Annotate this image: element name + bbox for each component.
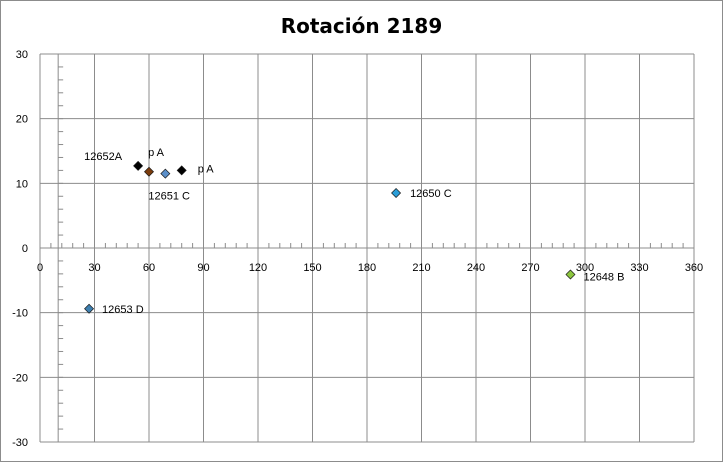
data-point: [391, 188, 402, 199]
x-tick-label: 300: [576, 262, 594, 274]
x-tick-label: 90: [197, 262, 209, 274]
data-point: [144, 166, 154, 177]
chart-title: Rotación 2189: [280, 14, 443, 38]
y-tick-label: 10: [16, 178, 28, 190]
y-tick-label: -10: [12, 308, 28, 320]
x-tick-label: 120: [249, 262, 267, 274]
y-tick-label: 0: [22, 243, 28, 255]
data-point: [133, 160, 144, 171]
data-point: [176, 165, 187, 176]
y-tick-labels: 30 20 10 0 -10 -20 -30: [12, 49, 28, 449]
x-tick-label: 60: [143, 262, 155, 274]
y-tick-label: -30: [12, 437, 28, 449]
data-point: [160, 168, 171, 179]
point-label: 12650 C: [410, 188, 452, 200]
x-tick-label: 0: [37, 262, 43, 274]
y-tick-label: 30: [16, 49, 28, 61]
data-points: [84, 160, 576, 314]
x-tick-label: 210: [412, 262, 430, 274]
x-tick-label: 180: [358, 262, 376, 274]
y-tick-label: 20: [16, 114, 28, 126]
point-label: 12651 C: [148, 191, 190, 203]
point-label: 12652A: [84, 151, 123, 163]
x-tick-labels: 0 30 60 90 120 150 180 210 240 270 300 330 360: [37, 262, 703, 274]
x-tick-label: 360: [685, 262, 703, 274]
x-tick-label: 270: [521, 262, 539, 274]
x-tick-label: 30: [88, 262, 100, 274]
point-labels: 12652A 12651 C p A 12650 C 12648 B 12653 D p A: [84, 147, 624, 316]
data-point: [84, 303, 95, 314]
x-tick-label: 150: [303, 262, 321, 274]
x-tick-label: 330: [630, 262, 648, 274]
point-label: p A: [198, 163, 215, 175]
y-tick-label: -20: [12, 372, 28, 384]
point-label: 12653 D: [102, 304, 144, 316]
point-label: 12648 B: [583, 272, 624, 284]
axes: [39, 53, 695, 443]
point-label: p A: [148, 147, 165, 159]
data-point: [565, 269, 576, 280]
x-tick-label: 240: [467, 262, 485, 274]
